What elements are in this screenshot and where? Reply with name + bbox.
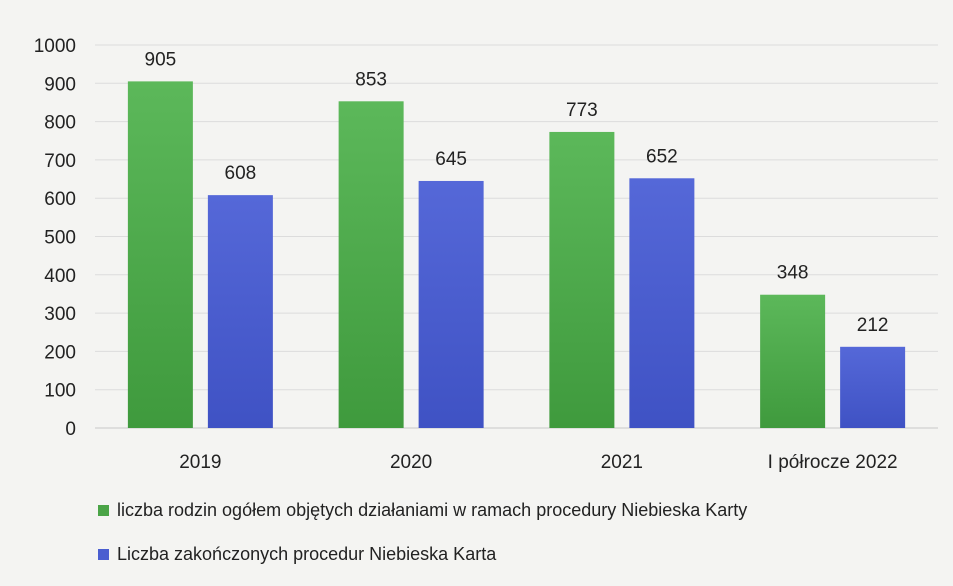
y-tick-label: 200 [44,342,76,363]
y-tick-label: 0 [65,419,76,440]
y-tick-label: 300 [44,304,76,325]
y-tick-label: 700 [44,151,76,172]
y-tick-label: 800 [44,113,76,134]
legend-label-procedures: Liczba zakończonych procedur Niebieska K… [117,543,497,564]
y-axis: 0 100 200 300 400 500 600 700 800 900 1000 [34,36,76,440]
y-tick-label: 400 [44,266,76,287]
data-label: 905 [145,49,177,70]
data-label: 853 [355,69,387,90]
data-label: 773 [566,100,598,121]
legend: liczba rodzin ogółem objętych działaniam… [98,498,938,586]
x-tick-label: 2019 [179,452,221,473]
bars [127,81,906,429]
y-tick-label: 1000 [34,36,76,57]
data-label: 608 [225,163,257,184]
bar-procedures-3 [840,346,906,428]
bar-procedures-2 [629,178,695,428]
x-axis: 2019 2020 2021 I półrocze 2022 [179,452,897,473]
legend-label-families: liczba rodzin ogółem objętych działaniam… [117,499,748,520]
x-tick-label: 2020 [390,452,432,473]
y-tick-label: 600 [44,189,76,210]
bar-chart-plot: 0 100 200 300 400 500 600 700 800 900 1000 905 608 8… [34,36,938,473]
data-label: 212 [857,315,889,336]
y-tick-label: 100 [44,381,76,402]
y-tick-label: 900 [44,74,76,95]
bar-families-2 [549,131,615,429]
data-label: 348 [777,263,809,284]
data-label: 645 [435,149,467,170]
bar-procedures-0 [207,195,273,428]
bar-families-0 [127,81,193,428]
bar-families-3 [760,294,826,428]
x-tick-label: 2021 [601,452,643,473]
legend-swatch-procedures [98,548,109,560]
y-tick-label: 500 [44,228,76,249]
legend-item-families: liczba rodzin ogółem objętych działaniam… [98,498,938,522]
data-label: 652 [646,146,678,167]
bar-procedures-1 [418,180,484,428]
bar-families-1 [338,101,404,429]
legend-item-procedures: Liczba zakończonych procedur Niebieska K… [98,542,938,566]
x-tick-label: I półrocze 2022 [768,452,898,473]
legend-swatch-families [98,504,109,516]
data-labels: 905 608 853 645 773 652 348 212 [145,49,889,335]
